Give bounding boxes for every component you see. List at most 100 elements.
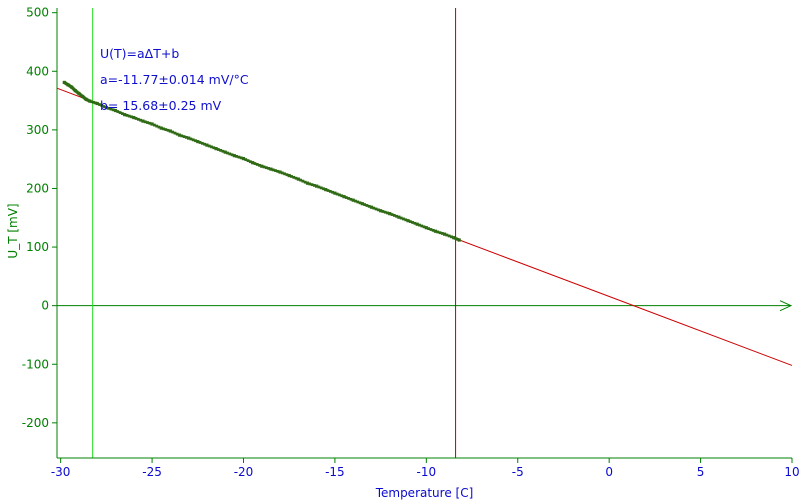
data-point [189, 137, 193, 141]
data-point [207, 144, 211, 148]
data-point [433, 229, 438, 233]
data-point [411, 221, 415, 224]
data-point [187, 136, 191, 140]
data-point [237, 155, 241, 159]
data-point [139, 118, 143, 122]
data-point [130, 115, 133, 119]
data-point [324, 188, 328, 192]
data-point [292, 175, 296, 179]
data-point [116, 110, 120, 113]
data-point [447, 234, 451, 238]
data-point [98, 103, 101, 106]
data-point [182, 135, 186, 139]
data-point [246, 159, 250, 163]
data-point [392, 214, 396, 217]
data-point [278, 170, 282, 174]
data-point [228, 152, 232, 156]
data-point [168, 129, 172, 133]
data-point [134, 117, 138, 120]
data-point [173, 131, 177, 135]
data-point [177, 133, 182, 137]
zero-line-arrow [779, 300, 793, 312]
data-point [226, 151, 229, 155]
data-point [427, 227, 431, 231]
data-point [381, 210, 385, 213]
data-point [440, 232, 444, 235]
data-point [438, 231, 442, 235]
x-tick-label: 10 [784, 465, 799, 479]
data-point [232, 154, 236, 158]
data-point [431, 228, 435, 232]
data-point [136, 117, 140, 121]
y-tick-label: 100 [26, 240, 49, 254]
data-point [210, 145, 213, 149]
data-point [276, 169, 280, 173]
data-point [118, 111, 122, 114]
data-point [312, 183, 316, 187]
x-tick-label: -5 [512, 465, 524, 479]
data-point [150, 122, 154, 126]
data-point [175, 132, 179, 136]
data-point [123, 113, 127, 117]
data-point [221, 149, 225, 153]
data-point [120, 112, 124, 116]
data-point [271, 168, 275, 172]
data-point [219, 148, 223, 152]
data-point [429, 228, 433, 231]
data-point [127, 114, 131, 118]
data-point [162, 127, 165, 131]
data-point [317, 185, 321, 189]
data-point [152, 123, 156, 127]
data-point [365, 204, 369, 207]
data-point [383, 210, 387, 214]
data-point [351, 198, 355, 202]
data-point [436, 230, 440, 234]
data-point [255, 163, 259, 166]
data-point [159, 126, 163, 130]
data-point [415, 222, 419, 226]
data-point [408, 220, 412, 223]
data-point [367, 204, 371, 208]
fit-slope-label: a=-11.77±0.014 mV/°C [100, 72, 249, 87]
data-point [148, 121, 152, 125]
data-point [88, 99, 92, 103]
data-point [132, 115, 136, 120]
data-point [358, 201, 362, 205]
data-point [283, 172, 287, 176]
data-point [230, 153, 234, 157]
data-point [212, 146, 216, 150]
data-point [296, 177, 300, 181]
data-point [290, 175, 293, 178]
data-point [340, 194, 344, 198]
data-point [111, 108, 115, 112]
x-tick-label: -15 [325, 465, 345, 479]
data-point [203, 142, 207, 146]
data-point [420, 224, 424, 228]
data-point [205, 143, 209, 147]
y-tick-label: -200 [22, 416, 49, 430]
data-point [356, 200, 360, 204]
data-point [308, 182, 312, 186]
data-point [315, 184, 319, 188]
data-point [450, 235, 453, 239]
data-point [198, 141, 202, 144]
data-point [251, 161, 255, 165]
data-point [406, 219, 410, 223]
data-point [102, 105, 106, 108]
fit-equation-label: U(T)=aΔT+b [100, 46, 179, 61]
x-tick-label: -20 [234, 465, 254, 479]
data-point [418, 223, 421, 227]
data-point [390, 213, 394, 216]
data-point [196, 139, 200, 144]
data-point [310, 183, 314, 187]
data-point [223, 150, 227, 154]
data-point [319, 186, 323, 190]
data-point [344, 196, 348, 199]
data-point [180, 134, 184, 138]
data-point [287, 173, 291, 178]
data-point [443, 232, 447, 236]
x-tick-label: -10 [417, 465, 437, 479]
data-point [388, 212, 392, 216]
data-point [146, 121, 149, 124]
